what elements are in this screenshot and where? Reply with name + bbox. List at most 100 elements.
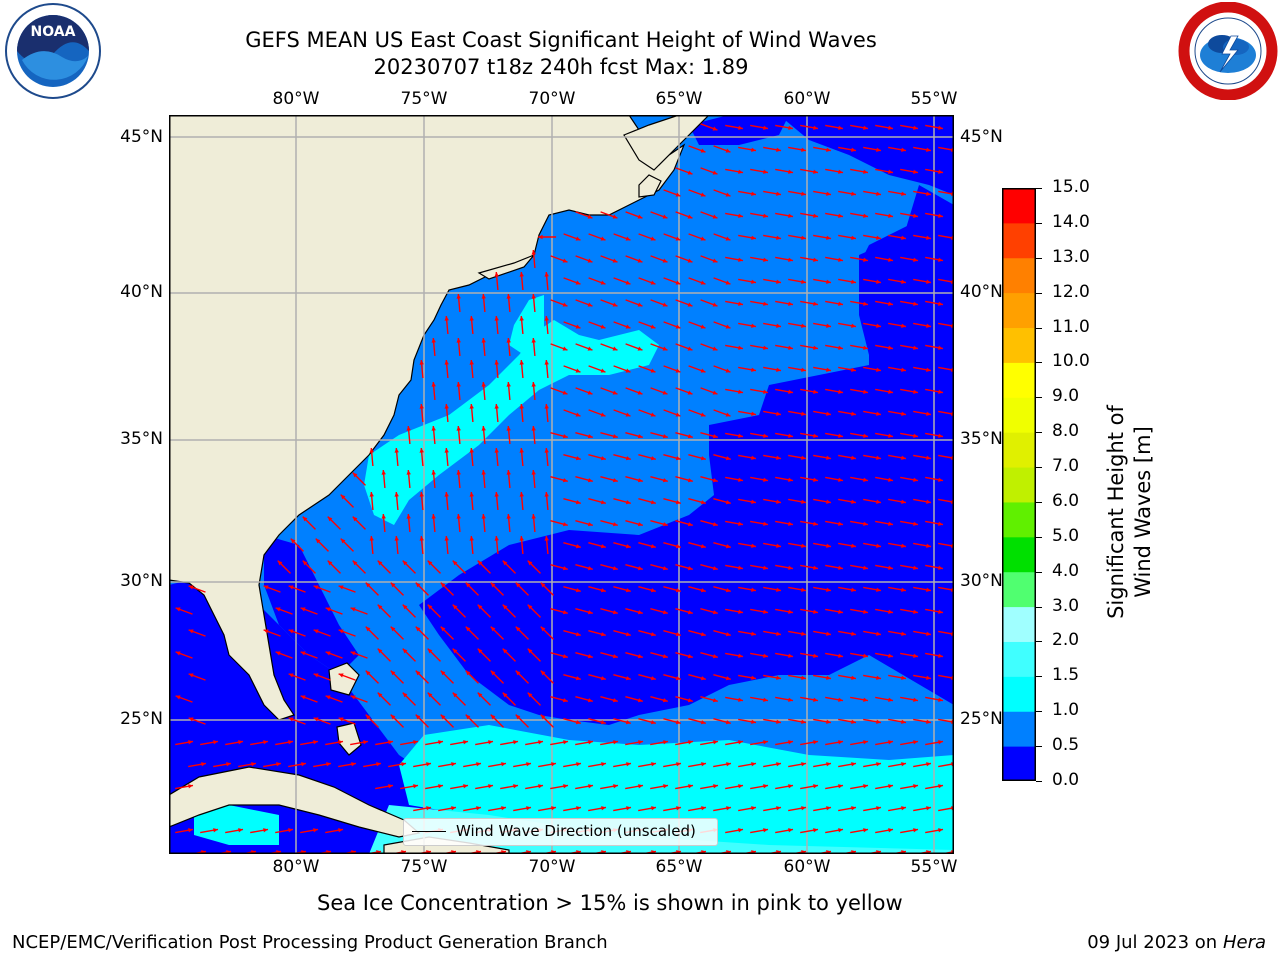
lon-tick-bottom-65w: 65°W: [655, 857, 703, 877]
wave-direction-arrowhead: [738, 301, 743, 306]
wave-direction-arrowhead: [175, 695, 181, 700]
wave-direction-arrowhead: [801, 235, 806, 240]
wave-direction-arrowhead: [851, 631, 856, 636]
wave-direction-arrowhead: [175, 607, 181, 612]
colorbar-bin: [1002, 257, 1036, 294]
wave-direction-arrowhead: [625, 588, 631, 593]
wave-direction-arrowhead: [751, 543, 756, 548]
wave-direction-arrowhead: [851, 411, 856, 416]
wave-direction-arrowhead: [776, 455, 781, 460]
wave-direction-arrowhead: [587, 566, 593, 571]
wave-direction-arrowhead: [515, 582, 521, 588]
wave-direction-arrowhead: [938, 433, 943, 438]
wave-direction-arrowhead: [788, 653, 793, 658]
colorbar-tick-mark: [1036, 222, 1042, 224]
wave-direction-arrowhead: [188, 784, 193, 789]
wave-direction-arrowhead: [575, 720, 581, 725]
wave-direction-arrowhead: [926, 543, 931, 548]
wave-direction-arrowhead: [826, 631, 831, 636]
wave-direction-arrowhead: [637, 698, 643, 703]
wave-direction-arrowhead: [826, 806, 831, 811]
wave-direction-arrowhead: [352, 516, 358, 522]
wave-direction-arrowhead: [463, 784, 468, 789]
wave-direction-arrowhead: [502, 648, 508, 654]
wave-direction-arrowhead: [712, 566, 718, 571]
wave-direction-arrowhead: [538, 234, 543, 240]
wave-direction-arrowhead: [926, 367, 931, 372]
wave-direction-arrowhead: [801, 543, 806, 548]
wave-direction-arrowhead: [588, 740, 593, 745]
wave-direction-arrowhead: [625, 280, 631, 285]
wave-direction-arrowhead: [826, 587, 831, 592]
wave-direction-arrowhead: [600, 720, 606, 725]
wave-direction-arrowhead: [519, 404, 524, 409]
wave-direction-arrowhead: [612, 346, 618, 351]
colorbar-tick-mark: [1036, 536, 1042, 538]
wave-direction-arrowhead: [563, 784, 568, 789]
colorbar-bin: [1002, 362, 1036, 398]
wave-direction-arrowhead: [738, 521, 743, 526]
wave-direction-arrowhead: [913, 565, 918, 570]
wave-direction-arrowhead: [338, 585, 344, 590]
wave-direction-arrowhead: [926, 675, 931, 680]
wave-direction-arrowhead: [788, 828, 793, 833]
colorbar-tick-label: 9.0: [1052, 386, 1080, 407]
wave-direction-arrowhead: [476, 806, 481, 811]
wave-direction-arrowhead: [725, 412, 731, 417]
wave-direction-arrowhead: [613, 740, 618, 745]
wave-direction-arrowhead: [625, 544, 631, 549]
lat-tick-left-40n: 40°N: [120, 282, 163, 302]
wave-direction-arrowhead: [938, 389, 943, 394]
noaa-logo-text: NOAA: [31, 24, 76, 40]
wave-direction-arrowhead: [738, 697, 743, 702]
wave-direction-arrowhead: [519, 492, 524, 497]
wave-direction-arrowhead: [700, 412, 706, 417]
wave-direction-arrowhead: [926, 499, 931, 504]
wave-direction-arrowhead: [838, 125, 843, 130]
wave-direction-arrowhead: [440, 670, 446, 676]
wave-direction-arrowhead: [452, 648, 458, 654]
wave-direction-arrowhead: [350, 607, 356, 612]
wave-direction-arrowhead: [662, 390, 668, 395]
wave-direction-arrowhead: [675, 412, 681, 417]
wave-direction-arrowhead: [662, 258, 668, 263]
wave-direction-arrowhead: [751, 587, 756, 592]
wave-direction-arrowhead: [600, 632, 606, 637]
wave-direction-arrowhead: [813, 828, 818, 833]
wave-direction-arrowhead: [888, 477, 893, 482]
wave-direction-arrowhead: [788, 609, 793, 614]
wave-direction-arrowhead: [851, 191, 856, 196]
wave-direction-arrowhead: [612, 214, 618, 219]
wave-direction-arrowhead: [725, 456, 731, 461]
noaa-logo: NOAA: [2, 2, 104, 100]
wave-direction-arrowhead: [531, 382, 536, 387]
lon-tick-bottom-75w: 75°W: [400, 857, 448, 877]
wave-direction-arrowhead: [776, 147, 781, 152]
wave-direction-arrowhead: [913, 213, 918, 218]
wave-direction-arrowhead: [575, 324, 581, 329]
colorbar-bin: [1002, 606, 1036, 642]
wave-direction-arrowhead: [263, 828, 268, 833]
wave-direction-arrowhead: [700, 676, 706, 681]
wave-direction-arrowhead: [612, 610, 618, 615]
wave-direction-arrowhead: [725, 720, 731, 725]
wave-direction-arrowhead: [938, 213, 943, 218]
wave-direction-arrowhead: [738, 740, 743, 745]
wave-direction-arrowhead: [465, 626, 471, 632]
wave-direction-arrowhead: [851, 719, 856, 724]
wave-direction-arrowhead: [901, 499, 906, 504]
wave-direction-arrowhead: [440, 626, 446, 632]
wave-direction-arrowhead: [701, 762, 706, 767]
lon-tick-bottom-60w: 60°W: [783, 857, 831, 877]
wave-direction-arrowhead: [763, 389, 768, 394]
wave-direction-arrowhead: [469, 492, 474, 497]
wave-direction-arrowhead: [612, 434, 618, 439]
wave-direction-arrowhead: [426, 806, 431, 811]
wave-direction-arrowhead: [637, 434, 643, 439]
wave-direction-arrowhead: [712, 302, 718, 307]
wave-direction-arrowhead: [587, 610, 593, 615]
wave-direction-arrowhead: [469, 536, 474, 541]
wave-direction-arrowhead: [826, 762, 831, 767]
wave-direction-arrowhead: [506, 470, 511, 475]
wave-direction-arrowhead: [562, 522, 568, 527]
